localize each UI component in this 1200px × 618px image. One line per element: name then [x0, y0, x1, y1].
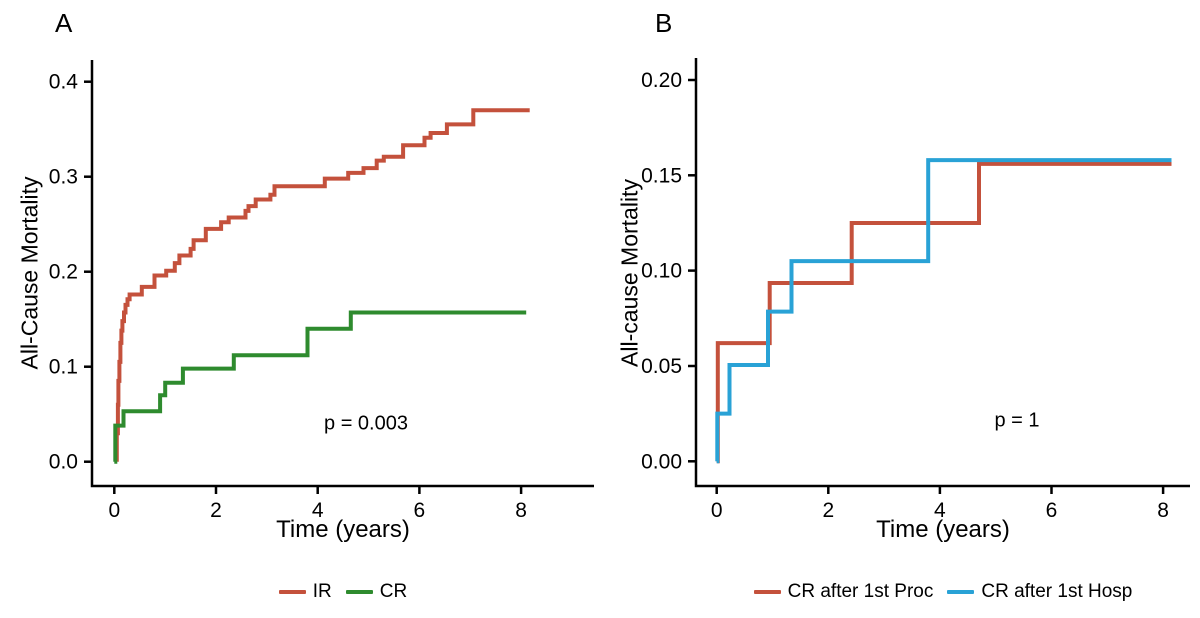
legend-item: CR after 1st Proc [753, 581, 934, 603]
panel-b-y-axis-title: All-cause Mortality [616, 179, 643, 367]
legend-label: CR after 1st Proc [787, 581, 934, 602]
y-tick-label: 0.20 [641, 69, 682, 92]
survival-curve-cr-after-1st-proc [715, 161, 1172, 464]
x-tick-label: 6 [1046, 499, 1058, 522]
y-tick-label: 0.00 [641, 450, 682, 473]
axes [90, 60, 594, 488]
x-tick-label: 8 [515, 499, 527, 522]
panel-a-x-axis-title: Time (years) [276, 516, 410, 543]
legend-item: IR [278, 581, 332, 603]
panel-b-legend: CR after 1st Proc CR after 1st Hosp [696, 580, 1190, 604]
survival-curve-cr [113, 310, 527, 464]
km-chart-panel-b: 0.00 0.05 0.10 0.15 0.20 0 2 4 6 8 [641, 58, 1190, 522]
x-tick-label: 6 [414, 499, 426, 522]
legend-label: IR [312, 581, 332, 602]
x-tick-label: 4 [934, 499, 946, 522]
panel-a-y-axis-title: All-Cause Mortality [16, 176, 43, 370]
x-tick-label: 8 [1157, 499, 1169, 522]
x-tick-label: 2 [822, 499, 834, 522]
axes [694, 58, 1190, 488]
x-tick-label: 0 [711, 499, 723, 522]
x-tick-label: 4 [312, 499, 324, 522]
panel-a: 0.0 0.1 0.2 0.3 0.4 0 2 4 6 8 A All-Cause Mortali… [16, 8, 594, 604]
legend-item: CR [345, 581, 408, 603]
y-tick-label: 0.4 [49, 71, 79, 94]
y-tick-label: 0.3 [49, 166, 78, 189]
y-tick-label: 0.0 [49, 451, 78, 474]
legend-item: CR after 1st Hosp [947, 581, 1132, 603]
legend-line-swatch [753, 589, 781, 595]
panel-b-p-value: p = 1 [994, 409, 1040, 432]
y-tick-label: 0.15 [641, 164, 682, 187]
legend-line-swatch [947, 589, 975, 595]
legend-line-swatch [278, 589, 306, 595]
survival-curve-ir [114, 108, 530, 462]
y-tick-label: 0.2 [49, 261, 78, 284]
legend-label: CR after 1st Hosp [981, 581, 1133, 602]
km-chart-panel-a: 0.0 0.1 0.2 0.3 0.4 0 2 4 6 8 [49, 60, 594, 522]
survival-curve-cr-after-1st-hosp [715, 158, 1172, 464]
y-tick-label: 0.1 [49, 356, 78, 379]
x-tick-label: 0 [108, 499, 120, 522]
panel-b-letter: B [655, 8, 673, 38]
y-tick-label: 0.10 [641, 260, 682, 283]
x-tick-label: 2 [210, 499, 222, 522]
panel-a-letter: A [55, 8, 73, 38]
y-tick-label: 0.05 [641, 355, 682, 378]
panel-b-x-axis-title: Time (years) [876, 516, 1010, 543]
panel-b: 0.00 0.05 0.10 0.15 0.20 0 2 4 6 8 B All-cause Mo… [600, 0, 1200, 618]
panel-a-p-value: p = 0.003 [324, 412, 408, 435]
legend-label: CR [379, 581, 408, 602]
panel-a-legend: IR CR [92, 580, 594, 604]
legend-line-swatch [345, 589, 373, 595]
